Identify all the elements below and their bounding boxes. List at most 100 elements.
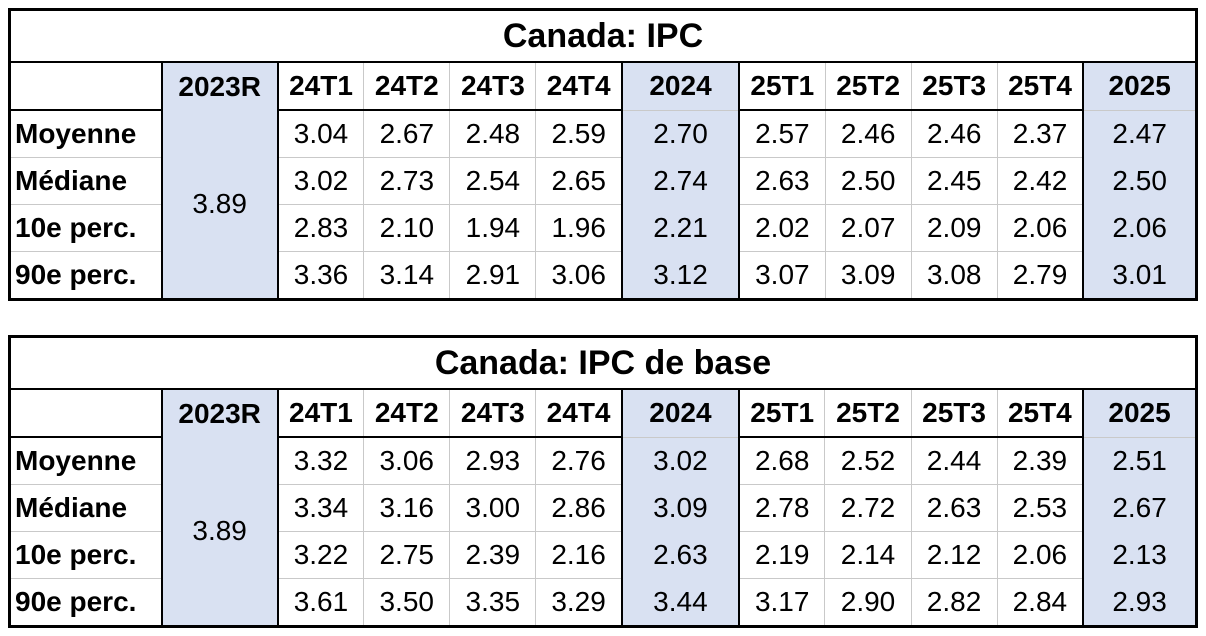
data-cell: 3.09 — [824, 251, 912, 300]
column-header: 24T4 — [535, 62, 623, 111]
data-cell: 3.14 — [363, 251, 451, 300]
data-cell: 2.57 — [738, 110, 826, 158]
row-label: 10e perc. — [9, 204, 162, 252]
data-cell: 3.17 — [738, 578, 826, 627]
annual-data-cell: 2.74 — [620, 157, 741, 205]
row-label: 90e perc. — [9, 578, 162, 627]
row-label: Moyenne — [15, 445, 137, 476]
column-header: 2023R — [160, 62, 279, 110]
annual-data-cell: 3.12 — [620, 251, 741, 300]
data-cell: 2.19 — [738, 531, 826, 579]
data-cell: 2.06 — [996, 531, 1084, 579]
data-cell: 3.22 — [277, 531, 365, 579]
annual-data-cell: 2.21 — [620, 204, 741, 252]
data-cell: 2.83 — [277, 204, 365, 252]
annual-data-cell: 3.44 — [620, 578, 740, 627]
table-title: Canada: IPC de base — [9, 336, 1197, 390]
data-cell: 2.16 — [535, 531, 623, 579]
data-cell: 2.76 — [535, 437, 623, 485]
data-cell: 3.36 — [277, 251, 365, 300]
data-cell: 2.63 — [738, 157, 826, 205]
data-cell: 3.35 — [449, 578, 537, 627]
column-header — [9, 389, 162, 438]
data-cell: 2.46 — [910, 110, 998, 158]
data-cell: 3.02 — [277, 157, 365, 205]
data-cell: 2.09 — [910, 204, 998, 252]
data-cell: 2.02 — [738, 204, 826, 252]
data-cell: 2.45 — [910, 157, 998, 205]
data-cell: 2.72 — [824, 484, 912, 532]
table-canada-ipc-de-base: Canada: IPC de base 2023R 24T1 24T2 24T3 24T4… — [8, 335, 1198, 628]
column-header: 24T2 — [363, 62, 451, 111]
data-cell: 2.06 — [996, 204, 1084, 252]
annual-data-cell: 2.06 — [1082, 204, 1198, 252]
data-cell: 2.79 — [996, 251, 1084, 300]
merged-2023R-cell: 3.89 — [160, 437, 279, 627]
data-cell: 2.14 — [824, 531, 912, 579]
column-header: 25T2 — [824, 389, 912, 438]
table-title-row: Canada: IPC — [9, 9, 1197, 63]
annual-data-cell: 2.63 — [620, 531, 740, 579]
data-cell: 2.54 — [449, 157, 537, 205]
column-header-row: 2023R 24T1 24T2 24T3 24T4 2024 25T1 25T2 25T3 25T… — [9, 389, 1198, 438]
data-cell: 2.39 — [996, 437, 1084, 485]
data-cell: 2.48 — [449, 110, 537, 158]
data-cell: 1.94 — [449, 204, 537, 252]
data-cell: 2.73 — [363, 157, 451, 205]
annual-data-cell: 2.50 — [1082, 157, 1198, 205]
table-row: Médiane 3.02 2.73 2.54 2.65 2.74 2.63 2.50 2.45 2… — [9, 157, 1198, 205]
data-cell: 2.65 — [535, 157, 623, 205]
data-cell: 3.50 — [363, 578, 451, 627]
data-cell: 2.59 — [535, 110, 623, 158]
data-cell: 2.52 — [824, 437, 912, 485]
column-header: 24T3 — [449, 389, 537, 438]
data-cell: 2.10 — [363, 204, 451, 252]
annual-data-cell: 3.01 — [1082, 251, 1198, 300]
data-cell: 2.90 — [824, 578, 912, 627]
column-header: 2024 — [620, 62, 741, 111]
data-cell: 1.96 — [535, 204, 623, 252]
data-cell: 2.75 — [363, 531, 451, 579]
data-cell: 2.86 — [535, 484, 623, 532]
data-cell: 3.06 — [535, 251, 623, 300]
column-header: 25T3 — [910, 389, 998, 438]
data-cell: 3.00 — [449, 484, 537, 532]
data-cell: 3.04 — [277, 110, 365, 158]
data-cell: 3.08 — [910, 251, 998, 300]
column-header — [9, 62, 162, 111]
data-cell: 3.32 — [277, 437, 365, 485]
data-cell: 3.07 — [738, 251, 826, 300]
column-header: 25T4 — [996, 62, 1084, 111]
annual-data-cell: 2.51 — [1082, 437, 1198, 485]
data-cell: 3.16 — [363, 484, 451, 532]
annual-data-cell: 2.67 — [1082, 484, 1198, 532]
column-header: 25T2 — [824, 62, 912, 111]
row-label: 10e perc. — [9, 531, 162, 579]
column-header: 25T1 — [738, 62, 826, 111]
table-row: 10e perc. 3.22 2.75 2.39 2.16 2.63 2.19 2.14 2.1… — [9, 531, 1198, 579]
data-cell: 2.44 — [910, 437, 998, 485]
data-cell: 2.39 — [449, 531, 537, 579]
column-header: 24T1 — [277, 62, 365, 111]
table-row: 10e perc. 2.83 2.10 1.94 1.96 2.21 2.02 2.07 2.0… — [9, 204, 1198, 252]
table-row: 90e perc. 3.36 3.14 2.91 3.06 3.12 3.07 3.09 3.0… — [9, 251, 1198, 300]
column-header: 2024 — [620, 389, 740, 438]
column-header: 24T1 — [277, 389, 365, 438]
data-cell: 2.91 — [449, 251, 537, 300]
data-cell: 2.50 — [824, 157, 912, 205]
column-header: 25T3 — [910, 62, 998, 111]
table-row: 90e perc. 3.61 3.50 3.35 3.29 3.44 3.17 2.90 2.8… — [9, 578, 1198, 627]
data-cell: 2.53 — [996, 484, 1084, 532]
data-cell: 2.67 — [363, 110, 451, 158]
data-cell: 2.84 — [996, 578, 1084, 627]
data-cell: 2.42 — [996, 157, 1084, 205]
annual-data-cell: 2.93 — [1082, 578, 1198, 627]
table-canada-ipc: Canada: IPC 2023R 24T1 24T2 24T3 24T4 2024 25T1… — [8, 8, 1198, 301]
column-header: 25T1 — [738, 389, 826, 438]
data-cell: 2.82 — [910, 578, 998, 627]
data-cell: 3.34 — [277, 484, 365, 532]
data-cell: 3.06 — [363, 437, 451, 485]
merged-2023R-cell: 3.89 — [160, 110, 279, 300]
annual-data-cell: 3.02 — [620, 437, 740, 485]
